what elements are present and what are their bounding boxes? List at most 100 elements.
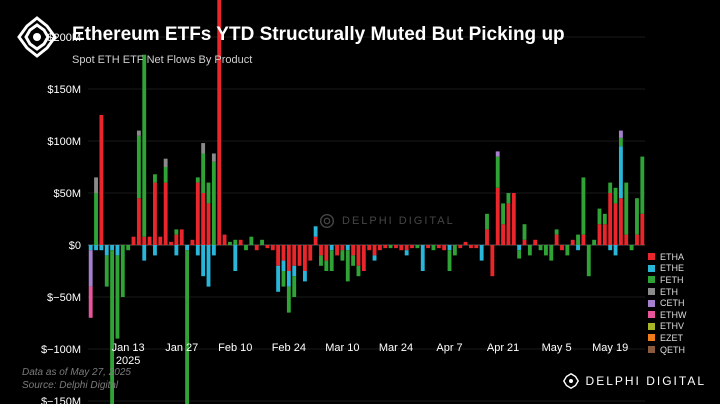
bar-segment-feth: [345, 250, 350, 282]
bar-segment-ethe: [211, 245, 216, 256]
bar-segment-ethe: [613, 245, 618, 256]
bar-segment-etha: [602, 224, 607, 245]
bar-segment-etha: [533, 239, 538, 245]
bar-segment-feth: [292, 276, 297, 297]
bar-segment-etha: [238, 239, 243, 245]
watermark: DELPHI DIGITAL: [318, 212, 455, 230]
bar-segment-etha: [367, 245, 372, 251]
bar-segment-feth: [174, 229, 179, 235]
bar-segment-ethe: [286, 271, 291, 287]
bar-segment-etha: [383, 245, 388, 249]
bar-segment-feth: [597, 208, 602, 225]
bar-segment-feth: [618, 137, 623, 147]
bar-segment-feth: [602, 213, 607, 225]
legend-label: ETHA: [660, 251, 685, 262]
bar-segment-feth: [351, 255, 356, 266]
bar-segment-eth: [94, 177, 98, 193]
bar-segment-etha: [522, 239, 527, 245]
bar-segment-etha: [265, 245, 270, 249]
bar-segment-etha: [131, 236, 136, 245]
bar-segment-etha: [372, 245, 377, 256]
bar-segment-ethe: [372, 255, 377, 261]
bar-segment-feth: [452, 245, 457, 256]
bar-segment-eth: [163, 158, 168, 167]
bar-segment-feth: [522, 224, 527, 240]
source-note: Source: Delphi Digital: [22, 380, 119, 391]
legend-item-feth: FETH: [648, 274, 687, 286]
bar-segment-ethe: [292, 265, 297, 277]
bar-segment-etha: [463, 241, 468, 245]
bar-segment-ethe: [195, 245, 200, 256]
bar-segment-ethe: [115, 245, 120, 256]
bar-segment-ethe: [185, 245, 190, 251]
bar-segment-etha: [222, 234, 227, 245]
bar-segment-feth: [201, 153, 206, 193]
bar-segment-etha: [640, 213, 645, 245]
bar-segment-feth: [506, 193, 511, 204]
bar-segment-feth: [624, 182, 629, 235]
bar-segment-feth: [228, 241, 232, 245]
bar-segment-feth: [136, 135, 141, 199]
bar-segment-feth: [104, 255, 109, 287]
bar-segment-feth: [153, 174, 157, 183]
x-tick-label: Apr 21: [487, 342, 519, 354]
bar-segment-etha: [206, 203, 211, 245]
legend-item-qeth: QETH: [648, 344, 687, 356]
bar-segment-feth: [635, 198, 639, 235]
bar-segment-etha: [286, 245, 291, 271]
bar-segment-ethe: [110, 245, 115, 251]
bar-segment-ceth: [618, 130, 623, 138]
bar-segment-feth: [586, 245, 591, 277]
x-tick-label: May 19: [592, 342, 628, 354]
legend-label: CETH: [660, 298, 685, 309]
bar-segment-ethe: [94, 245, 98, 251]
bar-segment-ethe: [104, 245, 109, 256]
bar-segment-feth: [447, 250, 452, 271]
bar-segment-feth: [576, 234, 580, 245]
bar-segment-etha: [201, 193, 206, 245]
bar-segment-ceth: [495, 151, 500, 157]
bar-segment-etha: [281, 245, 286, 261]
delphi-brand-icon: [562, 372, 579, 390]
bar-segment-etha: [276, 245, 281, 266]
y-tick-label: $100M: [47, 136, 81, 148]
legend-label: ETH: [660, 286, 678, 297]
bar-segment-etha: [501, 224, 505, 245]
bar-segment-etha: [319, 245, 323, 256]
bar-segment-feth: [431, 245, 436, 251]
bar-segment-etha: [613, 203, 618, 245]
bar-segment-eth: [136, 130, 141, 136]
bar-segment-etha: [270, 245, 275, 251]
bar-segment-etha: [490, 245, 495, 277]
bar-segment-feth: [249, 236, 254, 245]
brand-text: DELPHI DIGITAL: [585, 374, 706, 388]
bar-segment-feth: [640, 156, 645, 214]
bar-segment-feth: [340, 250, 345, 261]
x-tick-label: Jan 27: [165, 342, 198, 354]
bar-segment-etha: [308, 245, 313, 261]
legend-item-ezet: EZET: [648, 332, 687, 344]
bar-segment-feth: [244, 245, 248, 251]
bar-segment-ethw: [88, 286, 93, 318]
legend-swatch: [648, 264, 655, 272]
y-tick-label: $50M: [53, 188, 81, 200]
x-tick-label: Feb 10: [218, 342, 252, 354]
bar-segment-ethe: [88, 245, 93, 251]
bar-segment-ethe: [233, 245, 238, 271]
x-tick-label: Mar 10: [325, 342, 359, 354]
bar-segment-feth: [185, 250, 190, 404]
y-tick-label: $−50M: [47, 292, 81, 304]
legend-swatch: [648, 288, 655, 296]
bar-segment-etha: [495, 187, 500, 245]
bar-segment-feth: [126, 245, 131, 251]
bar-segment-etha: [324, 245, 329, 261]
legend: ETHA ETHE FETH ETH CETH ETHW ETHV EZET QETH: [648, 251, 687, 355]
bar-segment-feth: [613, 187, 618, 204]
bar-segment-etha: [142, 236, 147, 245]
bar-segment-feth: [195, 177, 200, 183]
bar-segment-ethe: [206, 245, 211, 287]
legend-swatch: [648, 253, 655, 261]
legend-swatch: [648, 276, 655, 284]
bar-segment-feth: [608, 182, 613, 193]
